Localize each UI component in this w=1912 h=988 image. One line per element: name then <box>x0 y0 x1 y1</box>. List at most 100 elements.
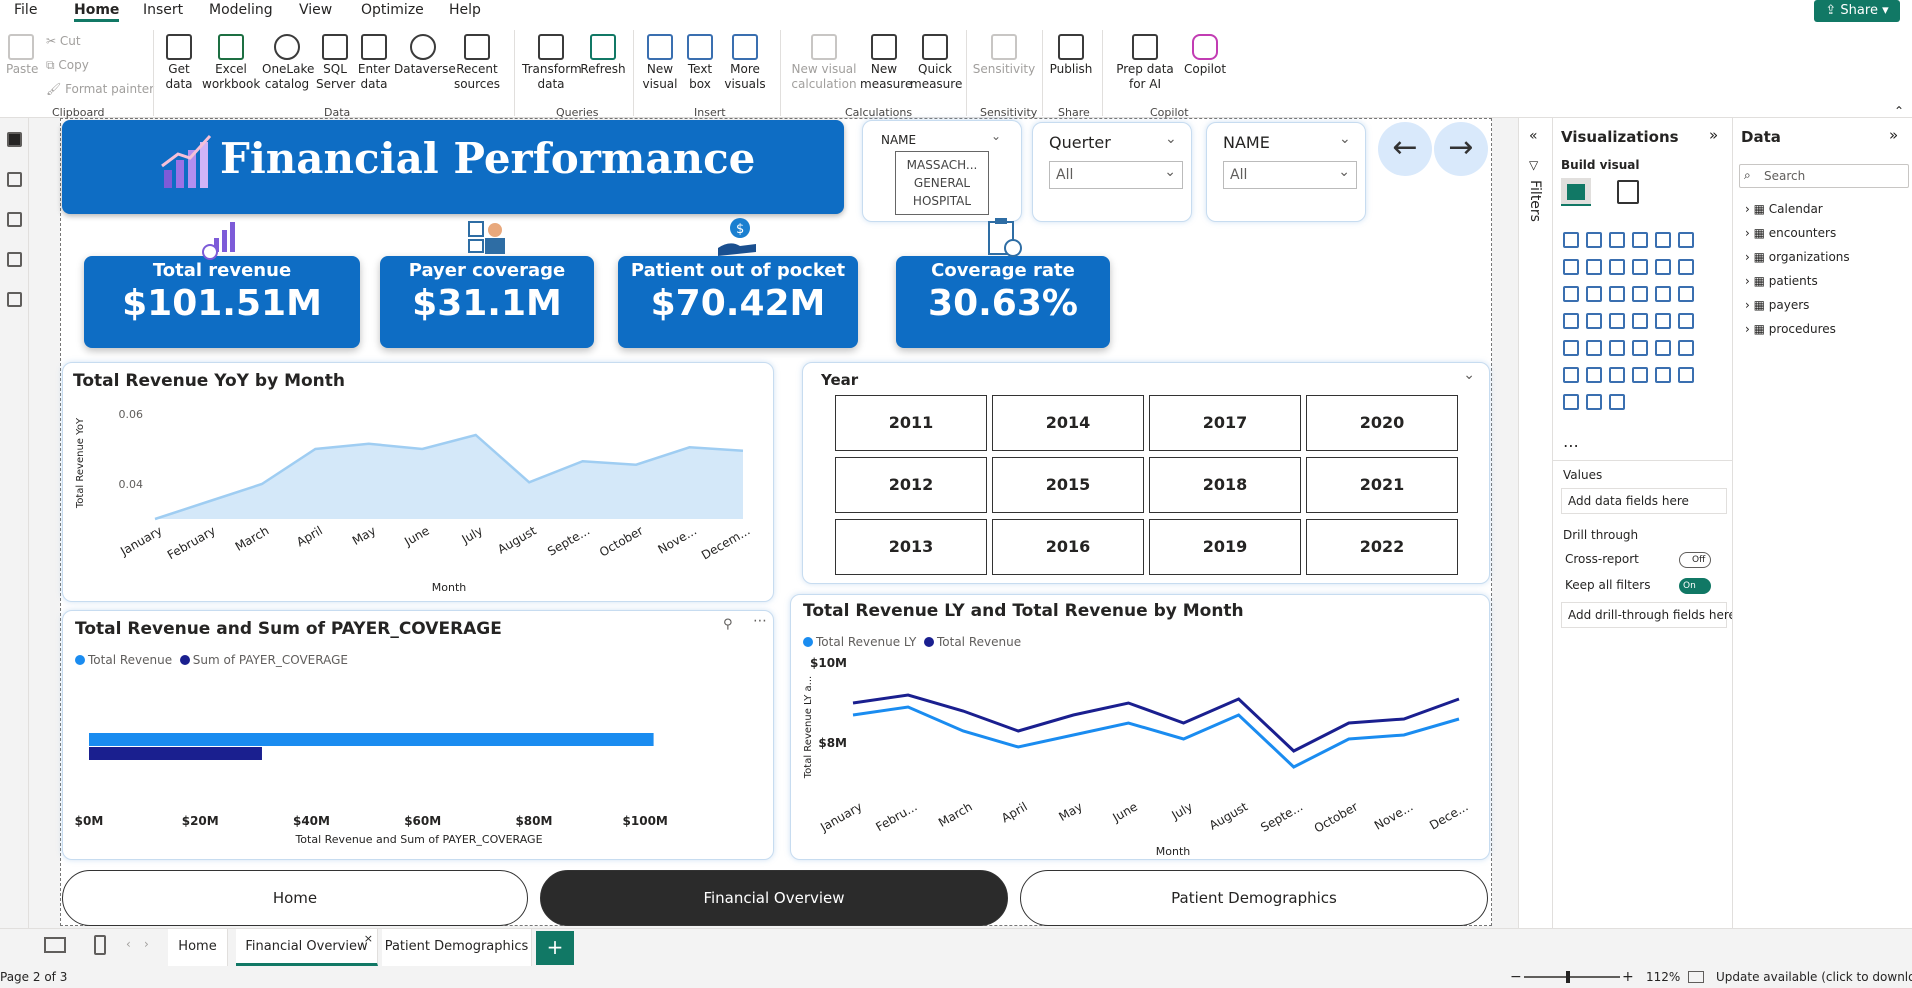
multirow-card-visual-icon[interactable] <box>1632 313 1648 329</box>
excel-workbook-button[interactable]: Excel workbook <box>202 34 260 92</box>
year-button-2013[interactable]: 2013 <box>835 519 987 575</box>
transform-data-button[interactable]: Transform data <box>522 34 582 92</box>
copilot-button[interactable]: Copilot <box>1182 34 1228 77</box>
dataverse-button[interactable]: Dataverse <box>394 34 456 77</box>
year-button-2018[interactable]: 2018 <box>1149 457 1301 513</box>
stacked-area-visual-icon[interactable] <box>1609 259 1625 275</box>
table-calendar[interactable]: › ▦ Calendar <box>1745 202 1823 216</box>
clustered-bar-visual-icon[interactable] <box>1609 232 1625 248</box>
get-data-button[interactable]: Get data <box>160 34 198 92</box>
more-options-icon[interactable]: ⋯ <box>753 613 767 629</box>
add-data-fields-well[interactable]: Add data fields here <box>1561 488 1727 514</box>
year-button-2015[interactable]: 2015 <box>992 457 1144 513</box>
funnel-visual-icon[interactable] <box>1678 259 1694 275</box>
dax-view-icon[interactable] <box>7 252 22 267</box>
map-visual-icon[interactable] <box>1655 286 1671 302</box>
year-button-2021[interactable]: 2021 <box>1306 457 1458 513</box>
page-tab-home[interactable]: Home <box>168 929 228 966</box>
share-button[interactable]: ⇪ Share ▾ <box>1814 0 1900 22</box>
chevron-down-icon[interactable]: ⌄ <box>1165 131 1177 147</box>
year-button-2019[interactable]: 2019 <box>1149 519 1301 575</box>
cross-report-toggle[interactable]: Off <box>1679 552 1711 568</box>
publish-button[interactable]: Publish <box>1048 34 1094 77</box>
menu-insert[interactable]: Insert <box>143 2 184 18</box>
stacked-column-visual-icon[interactable] <box>1586 232 1602 248</box>
tmdl-view-icon[interactable] <box>7 292 22 307</box>
report-view-icon[interactable] <box>7 132 22 147</box>
gauge-visual-icon[interactable] <box>1586 313 1602 329</box>
quick-measure-button[interactable]: Quick measure <box>910 34 962 92</box>
refresh-button[interactable]: Refresh <box>580 34 626 77</box>
format-visual-icon[interactable] <box>1617 180 1639 204</box>
power-automate-visual-icon[interactable] <box>1678 367 1694 383</box>
year-button-2012[interactable]: 2012 <box>835 457 987 513</box>
qa-visual-icon[interactable] <box>1563 367 1579 383</box>
format-painter-button[interactable]: 🖌 Format painter <box>46 82 154 96</box>
keep-filters-toggle[interactable]: On <box>1679 578 1711 594</box>
revenue-yoy-card[interactable]: Total Revenue YoY by Month 0.06 0.04 Janua… <box>62 362 774 602</box>
year-button-2017[interactable]: 2017 <box>1149 395 1301 451</box>
zoom-out-icon[interactable]: − <box>1510 969 1522 985</box>
update-available-link[interactable]: Update available (click to download) <box>1716 970 1912 984</box>
scroll-left-icon[interactable]: ‹ <box>126 937 131 951</box>
mobile-layout-icon[interactable] <box>94 935 106 955</box>
more-visuals-ellipsis[interactable]: ⋯ <box>1563 436 1579 455</box>
menu-view[interactable]: View <box>299 2 333 18</box>
data-search-input[interactable]: ⌕ Search <box>1739 164 1909 188</box>
year-button-2011[interactable]: 2011 <box>835 395 987 451</box>
new-visual-button[interactable]: New visual <box>640 34 680 92</box>
chevron-down-icon[interactable]: ⌄ <box>1463 367 1475 383</box>
nav-financial-overview-button[interactable]: Financial Overview <box>540 870 1008 926</box>
model-view-icon[interactable] <box>7 212 22 227</box>
add-page-button[interactable]: + <box>536 931 574 965</box>
text-box-button[interactable]: Text box <box>682 34 718 92</box>
100-column-visual-icon[interactable] <box>1678 232 1694 248</box>
chevron-down-icon[interactable]: ⌄ <box>991 129 1002 143</box>
menu-optimize[interactable]: Optimize <box>361 2 424 18</box>
add-drill-through-well[interactable]: Add drill-through fields here <box>1561 602 1736 628</box>
collapse-pane-icon[interactable]: » <box>1709 126 1719 144</box>
build-visual-tab[interactable] <box>1561 178 1591 206</box>
clustered-column-visual-icon[interactable] <box>1632 232 1648 248</box>
filter-icon[interactable]: ⚲ <box>723 617 733 632</box>
forward-arrow-icon[interactable]: → <box>1434 122 1488 176</box>
area-visual-icon[interactable] <box>1586 259 1602 275</box>
recent-sources-button[interactable]: Recent sources <box>452 34 502 92</box>
chevron-down-icon[interactable]: ⌄ <box>1339 131 1351 147</box>
narrative-visual-icon[interactable] <box>1586 367 1602 383</box>
shape-map-visual-icon[interactable] <box>1563 394 1579 410</box>
scatter-visual-icon[interactable] <box>1563 286 1579 302</box>
decomp-tree-visual-icon[interactable] <box>1678 340 1694 356</box>
stacked-bar-visual-icon[interactable] <box>1563 232 1579 248</box>
table-procedures[interactable]: › ▦ procedures <box>1745 322 1836 336</box>
collapse-pane-icon[interactable]: » <box>1889 126 1899 144</box>
slicer-visual-icon[interactable] <box>1678 313 1694 329</box>
goals-visual-icon[interactable] <box>1609 367 1625 383</box>
prep-data-ai-button[interactable]: Prep data for AI <box>1108 34 1182 92</box>
table-visual-icon[interactable] <box>1563 340 1579 356</box>
table-payers[interactable]: › ▦ payers <box>1745 298 1809 312</box>
donut-visual-icon[interactable] <box>1609 286 1625 302</box>
new-visual-calculation-button[interactable]: New visual calculation <box>788 34 860 92</box>
azure-map-visual-icon[interactable] <box>1563 313 1579 329</box>
back-arrow-icon[interactable]: ← <box>1378 122 1432 176</box>
matrix-visual-icon[interactable] <box>1586 340 1602 356</box>
arrow-visual-icon[interactable] <box>1609 394 1625 410</box>
year-button-2022[interactable]: 2022 <box>1306 519 1458 575</box>
expand-filters-icon[interactable]: « <box>1529 128 1538 144</box>
close-icon[interactable]: × <box>363 932 373 945</box>
name2-dropdown[interactable]: All ⌄ <box>1223 161 1357 189</box>
table-view-icon[interactable] <box>7 172 22 187</box>
treemap-visual-icon[interactable] <box>1632 286 1648 302</box>
enter-data-button[interactable]: Enter data <box>356 34 392 92</box>
revenue-ly-card[interactable]: Total Revenue LY and Total Revenue by Mo… <box>790 594 1490 860</box>
paginated-visual-icon[interactable] <box>1632 367 1648 383</box>
paste-button[interactable]: Paste <box>6 34 38 77</box>
year-button-2014[interactable]: 2014 <box>992 395 1144 451</box>
year-button-2020[interactable]: 2020 <box>1306 395 1458 451</box>
table-encounters[interactable]: › ▦ encounters <box>1745 226 1836 240</box>
menu-modeling[interactable]: Modeling <box>209 2 273 18</box>
table-patients[interactable]: › ▦ patients <box>1745 274 1818 288</box>
collapse-ribbon-icon[interactable]: ⌃ <box>1893 104 1904 118</box>
year-button-2016[interactable]: 2016 <box>992 519 1144 575</box>
